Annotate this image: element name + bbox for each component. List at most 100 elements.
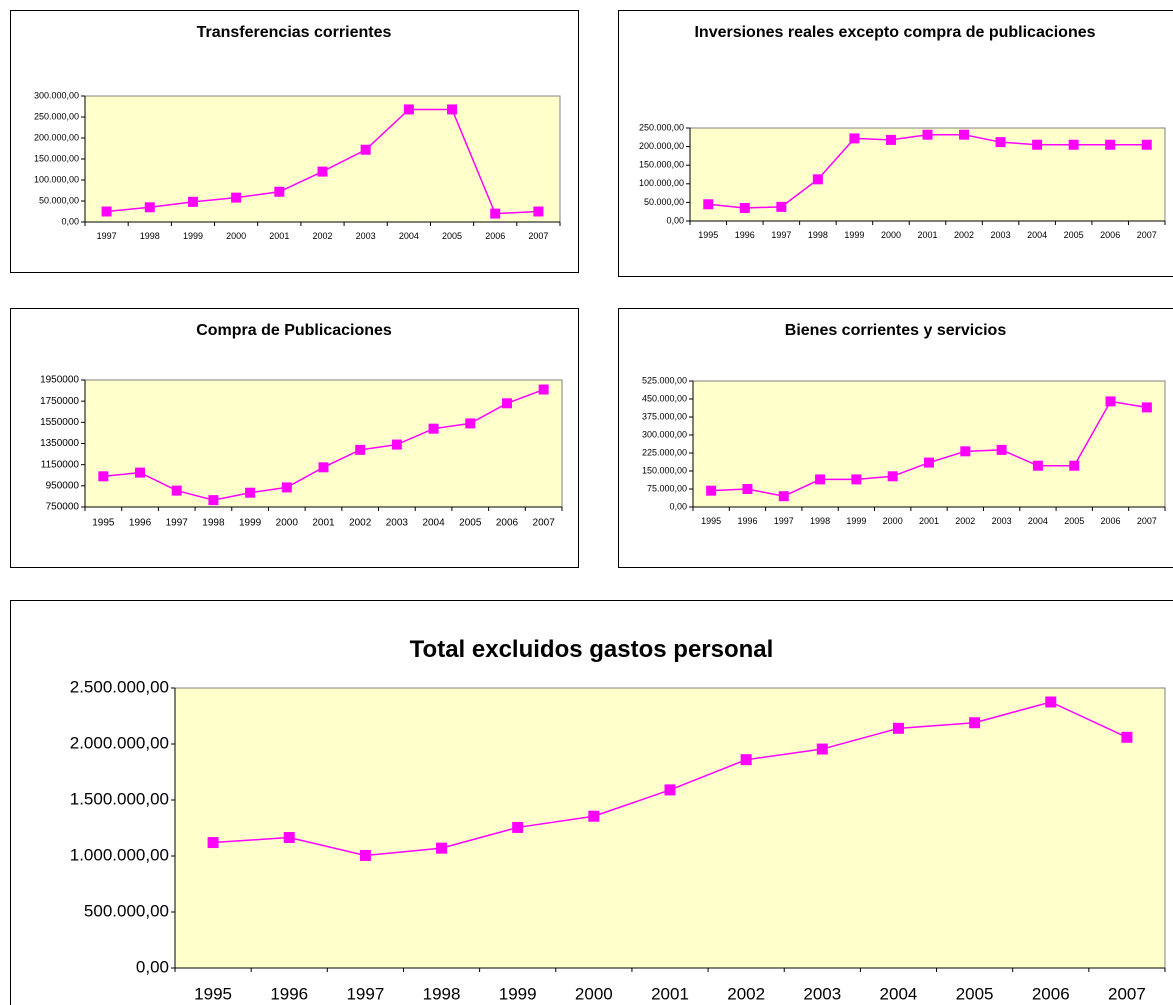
x-tick-label: 2003 xyxy=(991,230,1011,240)
y-tick-label: 0,00 xyxy=(136,957,169,976)
y-tick-label: 250.000,00 xyxy=(639,122,684,132)
marker xyxy=(447,104,458,115)
x-tick-label: 2004 xyxy=(1028,516,1048,526)
y-tick-label: 300.000,00 xyxy=(642,429,687,439)
x-tick-label: 1999 xyxy=(239,518,262,529)
x-tick-label: 2001 xyxy=(917,230,937,240)
chart-title: Compra de Publicaciones xyxy=(196,322,392,339)
x-tick-label: 2007 xyxy=(1137,516,1157,526)
x-tick-label: 2000 xyxy=(881,230,901,240)
marker xyxy=(98,471,109,482)
marker xyxy=(740,754,752,766)
marker xyxy=(1045,696,1057,708)
y-tick-label: 200.000,00 xyxy=(34,132,79,142)
marker xyxy=(359,849,371,861)
marker xyxy=(1141,402,1152,413)
y-tick-label: 100.000,00 xyxy=(34,174,79,184)
x-tick-label: 1995 xyxy=(701,516,721,526)
x-tick-label: 1997 xyxy=(774,516,794,526)
plot-area xyxy=(689,127,1166,222)
y-tick-label: 200.000,00 xyxy=(639,141,684,151)
y-tick-label: 1550000 xyxy=(40,417,79,428)
y-tick-label: 0,00 xyxy=(666,215,684,225)
x-tick-label: 2007 xyxy=(528,231,548,241)
x-tick-label: 2006 xyxy=(1032,985,1070,1004)
x-tick-label: 1999 xyxy=(499,985,537,1004)
marker xyxy=(959,129,970,140)
y-tick-label: 0,00 xyxy=(669,501,687,511)
x-tick-label: 2007 xyxy=(1108,985,1146,1004)
marker xyxy=(144,202,155,213)
plot-area xyxy=(84,95,561,223)
marker xyxy=(360,144,371,155)
x-tick-label: 1997 xyxy=(166,518,189,529)
marker xyxy=(1141,139,1152,150)
x-tick-label: 2005 xyxy=(1064,230,1084,240)
y-tick-label: 100.000,00 xyxy=(639,178,684,188)
marker xyxy=(465,418,476,429)
x-tick-label: 2006 xyxy=(496,518,519,529)
marker xyxy=(892,722,904,734)
plot-area xyxy=(84,379,563,508)
marker xyxy=(428,423,439,434)
y-tick-label: 2.000.000,00 xyxy=(70,733,169,752)
x-tick-label: 2000 xyxy=(883,516,903,526)
x-tick-label: 1999 xyxy=(844,230,864,240)
marker xyxy=(391,439,402,450)
marker xyxy=(924,457,934,468)
marker xyxy=(969,717,981,729)
marker xyxy=(533,206,544,217)
y-tick-label: 1750000 xyxy=(40,396,79,407)
x-tick-label: 2002 xyxy=(727,985,765,1004)
marker xyxy=(778,491,789,502)
marker xyxy=(512,821,524,833)
y-tick-label: 525.000,00 xyxy=(642,375,687,385)
marker xyxy=(995,137,1006,148)
x-tick-label: 2000 xyxy=(226,231,246,241)
x-tick-label: 2003 xyxy=(356,231,376,241)
x-tick-label: 2006 xyxy=(1101,516,1121,526)
x-tick-label: 2006 xyxy=(485,231,505,241)
x-tick-label: 2005 xyxy=(459,518,482,529)
x-tick-label: 1996 xyxy=(270,985,308,1004)
x-tick-label: 1998 xyxy=(810,516,830,526)
x-tick-label: 2004 xyxy=(1027,230,1047,240)
marker xyxy=(851,474,862,485)
marker xyxy=(490,208,501,219)
marker xyxy=(664,784,676,796)
x-tick-label: 2002 xyxy=(954,230,974,240)
y-tick-label: 0,00 xyxy=(61,216,79,226)
x-tick-label: 1995 xyxy=(92,518,115,529)
y-tick-label: 2.500.000,00 xyxy=(70,677,169,696)
marker xyxy=(538,384,549,395)
x-tick-label: 1999 xyxy=(183,231,203,241)
marker xyxy=(281,482,292,493)
marker xyxy=(171,485,182,496)
marker xyxy=(885,134,896,145)
marker xyxy=(501,398,512,409)
marker xyxy=(1068,139,1079,150)
marker xyxy=(816,743,828,755)
marker xyxy=(996,444,1007,455)
x-tick-label: 2000 xyxy=(276,518,299,529)
marker xyxy=(187,196,198,207)
x-tick-label: 2002 xyxy=(955,516,975,526)
marker xyxy=(1032,139,1043,150)
x-tick-label: 2003 xyxy=(386,518,409,529)
x-tick-label: 1995 xyxy=(698,230,718,240)
marker xyxy=(960,446,971,457)
marker xyxy=(1105,139,1116,150)
y-tick-label: 375.000,00 xyxy=(642,411,687,421)
marker xyxy=(135,467,146,478)
marker xyxy=(922,129,933,140)
marker xyxy=(703,199,714,210)
marker xyxy=(1121,731,1133,743)
marker xyxy=(403,104,414,115)
x-tick-label: 2005 xyxy=(442,231,462,241)
chart-title: Transferencias corrientes xyxy=(196,24,392,41)
x-tick-label: 2000 xyxy=(575,985,613,1004)
y-tick-label: 500.000,00 xyxy=(84,901,169,920)
marker xyxy=(274,186,285,197)
x-tick-label: 1997 xyxy=(346,985,384,1004)
